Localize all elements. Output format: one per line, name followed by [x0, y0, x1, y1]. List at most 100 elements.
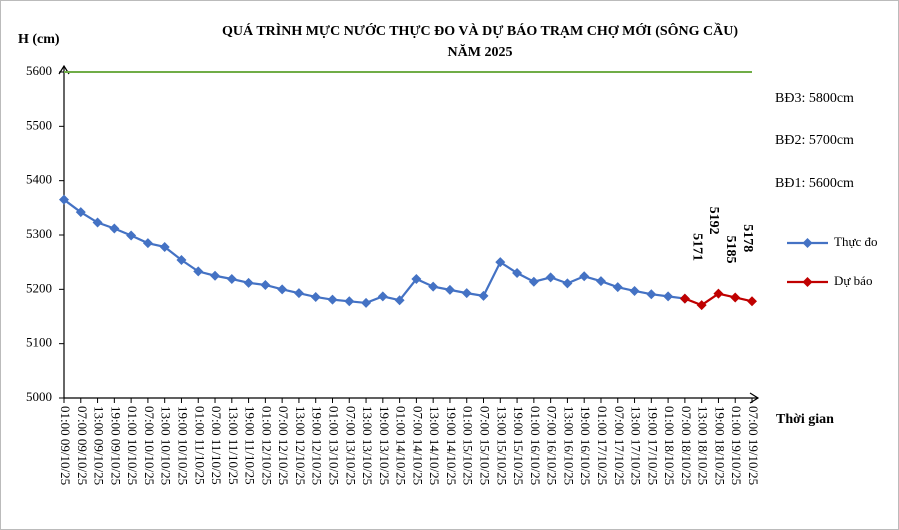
x-tick-label: 01:00 15/10/25: [461, 406, 476, 485]
point: [277, 284, 288, 295]
data-label: 5185: [723, 235, 738, 263]
x-tick-label: 07:00 19/10/25: [746, 406, 761, 485]
point: [679, 293, 690, 304]
point: [226, 274, 237, 285]
x-tick-label: 01:00 13/10/25: [327, 406, 342, 485]
x-tick-label: 07:00 09/10/25: [75, 406, 90, 485]
point: [210, 270, 221, 281]
point: [377, 291, 388, 302]
point: [176, 254, 187, 265]
x-tick-label: 07:00 16/10/25: [545, 406, 560, 485]
point: [126, 230, 137, 241]
point: [75, 207, 86, 218]
x-tick-label: 19:00 17/10/25: [645, 406, 660, 485]
data-label: 5171: [689, 233, 704, 261]
x-tick-label: 19:00 12/10/25: [310, 406, 325, 485]
point: [159, 241, 170, 252]
point: [260, 279, 271, 290]
point: [394, 295, 405, 306]
x-tick-label: 01:00 09/10/25: [58, 406, 73, 485]
y-tick-label: 5400: [26, 172, 52, 187]
data-label: 5192: [706, 207, 721, 235]
point: [495, 257, 506, 268]
point: [243, 277, 254, 288]
legend-marker: [802, 277, 813, 287]
point: [612, 282, 623, 293]
x-tick-label: 07:00 14/10/25: [410, 406, 425, 485]
point: [579, 271, 590, 282]
x-tick-label: 13:00 09/10/25: [92, 406, 107, 485]
point: [109, 223, 120, 234]
x-tick-label: 13:00 16/10/25: [561, 406, 576, 485]
point: [361, 297, 372, 308]
point: [444, 284, 455, 295]
legend-marker: [802, 238, 813, 248]
x-tick-label: 01:00 18/10/25: [662, 406, 677, 485]
x-axis-label: Thời gian: [776, 412, 834, 427]
annotation: BĐ1: 5600cm: [775, 176, 854, 191]
x-tick-label: 19:00 16/10/25: [578, 406, 593, 485]
y-tick-label: 5600: [26, 63, 52, 78]
data-label: 5178: [740, 224, 755, 252]
y-tick-label: 5200: [26, 280, 52, 295]
x-tick-label: 07:00 11/10/25: [209, 406, 224, 485]
x-tick-label: 13:00 14/10/25: [427, 406, 442, 485]
point: [461, 288, 472, 299]
x-tick-label: 07:00 15/10/25: [478, 406, 493, 485]
annotation: BĐ2: 5700cm: [775, 133, 854, 148]
chart-subtitle: NĂM 2025: [448, 43, 513, 60]
point: [344, 296, 355, 307]
y-tick-label: 5300: [26, 226, 52, 241]
x-tick-label: 13:00 18/10/25: [696, 406, 711, 485]
x-tick-label: 19:00 15/10/25: [511, 406, 526, 485]
point: [663, 291, 674, 302]
y-tick-label: 5000: [26, 389, 52, 404]
point: [747, 296, 757, 307]
x-tick-label: 07:00 18/10/25: [679, 406, 694, 485]
x-tick-label: 13:00 11/10/25: [226, 406, 241, 485]
x-tick-label: 13:00 17/10/25: [629, 406, 644, 485]
point: [428, 281, 439, 292]
x-axis-arrow: [749, 392, 760, 404]
x-tick-label: 19:00 13/10/25: [377, 406, 392, 485]
x-tick-label: 13:00 13/10/25: [360, 406, 375, 485]
point: [478, 290, 489, 301]
legend-label: Dự báo: [834, 273, 872, 288]
x-tick-label: 01:00 11/10/25: [192, 406, 207, 485]
x-tick-label: 01:00 12/10/25: [259, 406, 274, 485]
y-tick-label: 5500: [26, 117, 52, 132]
x-tick-label: 01:00 16/10/25: [528, 406, 543, 485]
point: [92, 217, 103, 228]
y-axis-label: H (cm): [18, 32, 60, 47]
point: [562, 278, 573, 289]
point: [545, 272, 556, 283]
x-tick-label: 13:00 15/10/25: [494, 406, 509, 485]
point: [595, 276, 606, 287]
x-tick-label: 07:00 10/10/25: [142, 406, 157, 485]
point: [327, 294, 338, 305]
annotation: BĐ3: 5800cm: [775, 91, 854, 106]
legend-label: Thực đo: [834, 234, 878, 249]
x-tick-label: 19:00 09/10/25: [108, 406, 123, 485]
x-tick-label: 01:00 14/10/25: [394, 406, 409, 485]
point: [411, 274, 422, 285]
point: [528, 276, 539, 287]
x-tick-label: 19:00 14/10/25: [444, 406, 459, 485]
point: [696, 300, 707, 311]
point: [193, 266, 204, 277]
x-tick-label: 13:00 12/10/25: [293, 406, 308, 485]
point: [629, 285, 640, 296]
x-tick-label: 07:00 13/10/25: [343, 406, 358, 485]
point: [713, 288, 724, 299]
x-tick-label: 19:00 10/10/25: [175, 406, 190, 485]
point: [730, 292, 741, 303]
x-tick-label: 01:00 17/10/25: [595, 406, 610, 485]
x-tick-label: 07:00 17/10/25: [612, 406, 627, 485]
x-tick-label: 01:00 19/10/25: [729, 406, 744, 485]
x-tick-label: 01:00 10/10/25: [125, 406, 140, 485]
point: [59, 194, 69, 205]
x-tick-label: 19:00 18/10/25: [712, 406, 727, 485]
point: [310, 291, 321, 302]
x-tick-label: 13:00 10/10/25: [159, 406, 174, 485]
